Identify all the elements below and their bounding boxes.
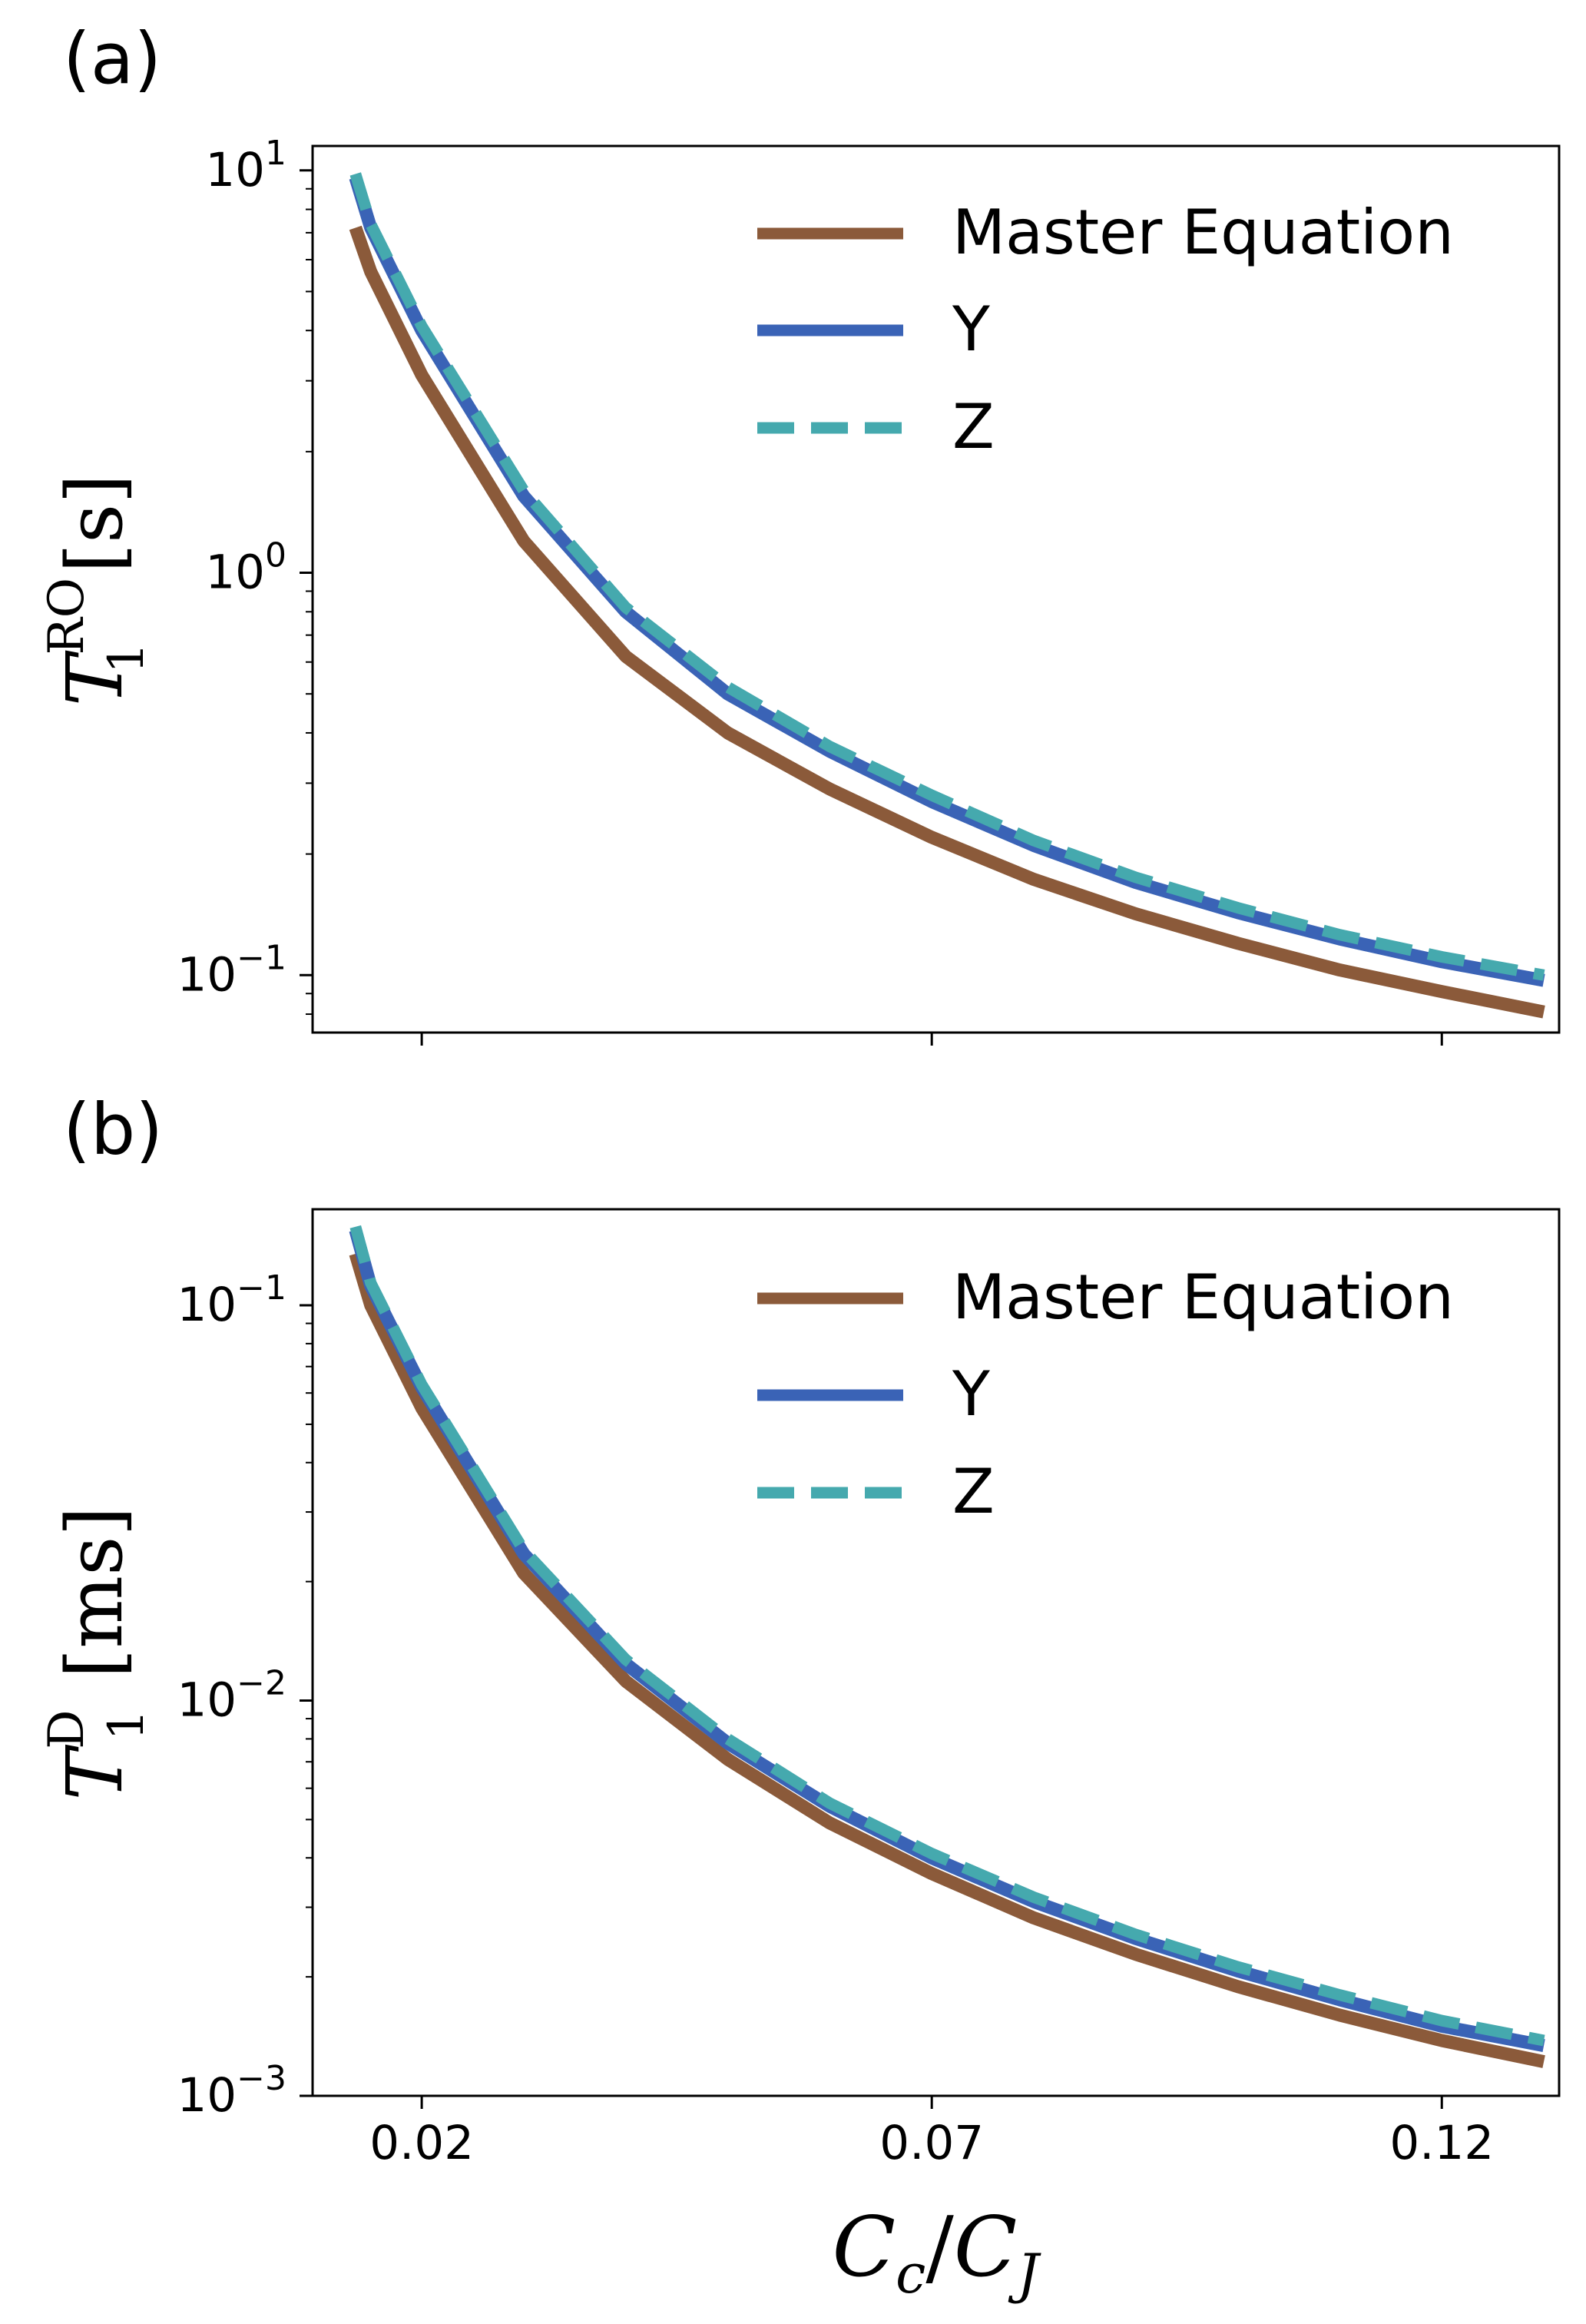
axis-ticks: 10−1 100 101 bbox=[177, 134, 1443, 1046]
series-line-y bbox=[349, 175, 1545, 987]
x-label-sub-c: c bbox=[896, 2243, 925, 2306]
legend-label-y: Y bbox=[952, 293, 991, 365]
y-label-unit: [s] bbox=[50, 474, 140, 573]
y-tick-label: 100 bbox=[205, 536, 286, 600]
axis-ticks: 0.02 0.07 0.12 10−3 10−2 10−1 bbox=[177, 1268, 1495, 2170]
panel-label: (a) bbox=[63, 18, 161, 100]
series-line-z bbox=[349, 1225, 1545, 2047]
panel-label: (b) bbox=[63, 1089, 163, 1171]
y-tick-label: 101 bbox=[205, 134, 286, 197]
y-label-sup: D bbox=[38, 1709, 95, 1749]
x-tick-label: 0.07 bbox=[879, 2116, 984, 2170]
series-line-master-equation bbox=[349, 1252, 1545, 2068]
legend-label-z: Z bbox=[952, 1456, 995, 1527]
legend: Master Equation Y Z bbox=[757, 1261, 1454, 1527]
y-axis-label: TD1 [ms] bbox=[38, 1507, 155, 1801]
plot-frame bbox=[311, 144, 1561, 1034]
y-tick-label: 10−2 bbox=[177, 1664, 287, 1728]
panel-a: (a) 10−1 100 101 TRO1 [s] Master Equation Y… bbox=[38, 18, 1561, 1046]
x-tick-label: 0.02 bbox=[369, 2116, 474, 2170]
y-tick-label: 10−3 bbox=[177, 2059, 287, 2123]
x-label-c2: C bbox=[954, 2200, 1018, 2296]
legend-label-z: Z bbox=[952, 391, 995, 462]
plot-lines bbox=[349, 1225, 1545, 2068]
series-line-z bbox=[349, 172, 1545, 981]
y-tick-label: 10−1 bbox=[177, 1268, 287, 1332]
y-label-unit: [ms] bbox=[50, 1507, 140, 1679]
series-line-master-equation bbox=[349, 225, 1545, 1019]
svg-text:Cc/CJ: Cc/CJ bbox=[833, 2200, 1042, 2306]
y-tick-label: 10−1 bbox=[177, 938, 287, 1002]
legend-label-y: Y bbox=[952, 1358, 991, 1430]
x-label-slash: / bbox=[925, 2200, 954, 2296]
plot-frame bbox=[311, 1208, 1561, 2097]
x-axis-label: Cc/CJ bbox=[833, 2200, 1042, 2306]
y-label-symbol: T bbox=[50, 1744, 140, 1800]
svg-text:TD1[ms]: TD1 [ms] bbox=[38, 1507, 155, 1801]
y-label-sup: RO bbox=[38, 578, 95, 655]
legend-label-master-equation: Master Equation bbox=[952, 1261, 1454, 1333]
x-tick-label: 0.12 bbox=[1389, 2116, 1494, 2170]
y-label-sub: 1 bbox=[98, 642, 155, 674]
y-label-symbol: T bbox=[50, 650, 140, 706]
x-label-c: C bbox=[833, 2200, 896, 2296]
series-line-y bbox=[349, 1228, 1545, 2052]
panel-b: (b) 0.02 0.07 0.12 10−3 10−2 10−1 TD1 [ms] Cc/… bbox=[38, 1089, 1561, 2306]
y-label-sub: 1 bbox=[98, 1709, 155, 1741]
y-axis-label: TRO1 [s] bbox=[38, 474, 155, 706]
svg-text:TRO1[s]: TRO1 [s] bbox=[38, 474, 155, 706]
legend: Master Equation Y Z bbox=[757, 197, 1454, 462]
plot-lines bbox=[349, 172, 1545, 1019]
legend-label-master-equation: Master Equation bbox=[952, 197, 1454, 268]
